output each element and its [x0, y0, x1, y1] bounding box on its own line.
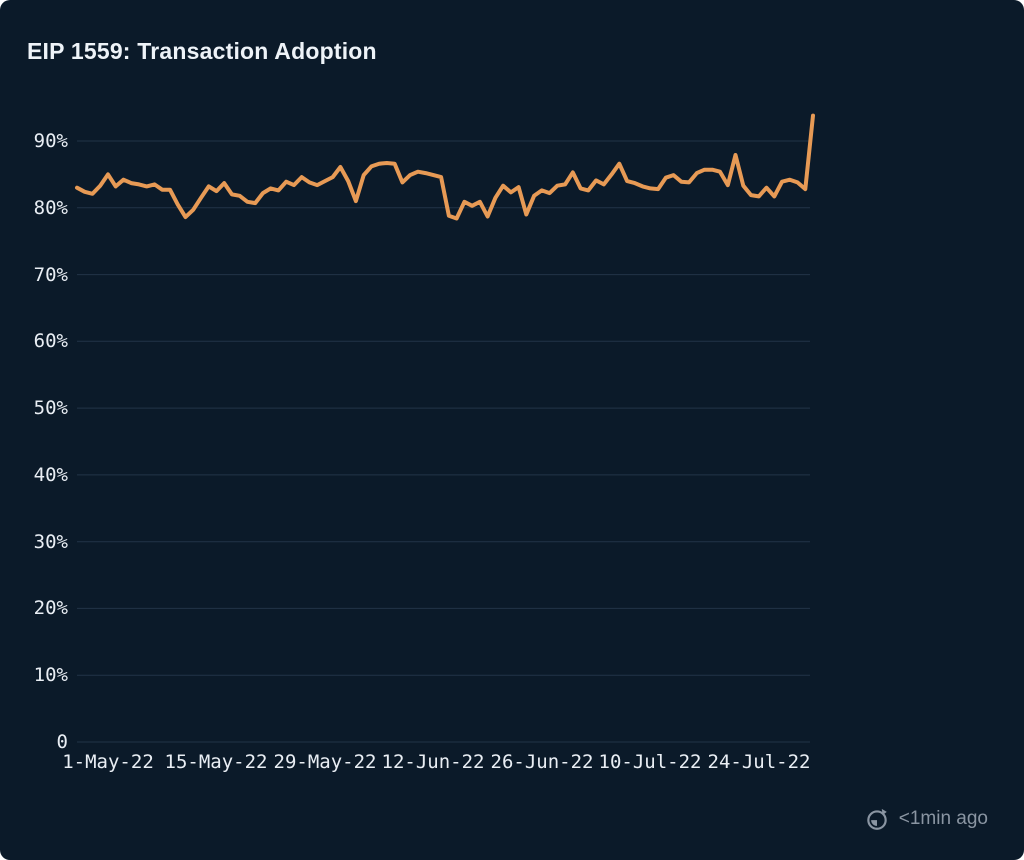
- last-updated-status: <1min ago: [864, 805, 988, 833]
- x-tick-label: 24-Jul-22: [707, 751, 811, 773]
- y-tick-label: 30%: [33, 530, 68, 553]
- y-tick-label: 70%: [33, 263, 68, 286]
- y-tick-label: 20%: [33, 597, 68, 620]
- y-tick-label: 50%: [33, 397, 68, 420]
- history-clock-icon: [866, 808, 887, 830]
- x-tick-label: 12-Jun-22: [381, 751, 485, 773]
- last-updated-text: <1min ago: [898, 808, 988, 829]
- y-tick-label: 0: [56, 731, 68, 753]
- x-tick-label: 10-Jul-22: [598, 751, 702, 773]
- y-tick-label: 80%: [33, 196, 68, 219]
- adoption-line: [75, 113, 815, 221]
- y-tick-label: 40%: [33, 463, 68, 486]
- x-tick-label: 26-Jun-22: [490, 751, 594, 773]
- x-tick-label: 15-May-22: [164, 751, 268, 773]
- y-tick-label: 90%: [33, 130, 68, 152]
- x-tick-label: 29-May-22: [273, 751, 377, 773]
- x-tick-label: 1-May-22: [62, 751, 154, 773]
- y-tick-label: 10%: [33, 664, 68, 687]
- y-tick-label: 60%: [33, 330, 68, 353]
- chart-title: EIP 1559: Transaction Adoption: [27, 38, 377, 64]
